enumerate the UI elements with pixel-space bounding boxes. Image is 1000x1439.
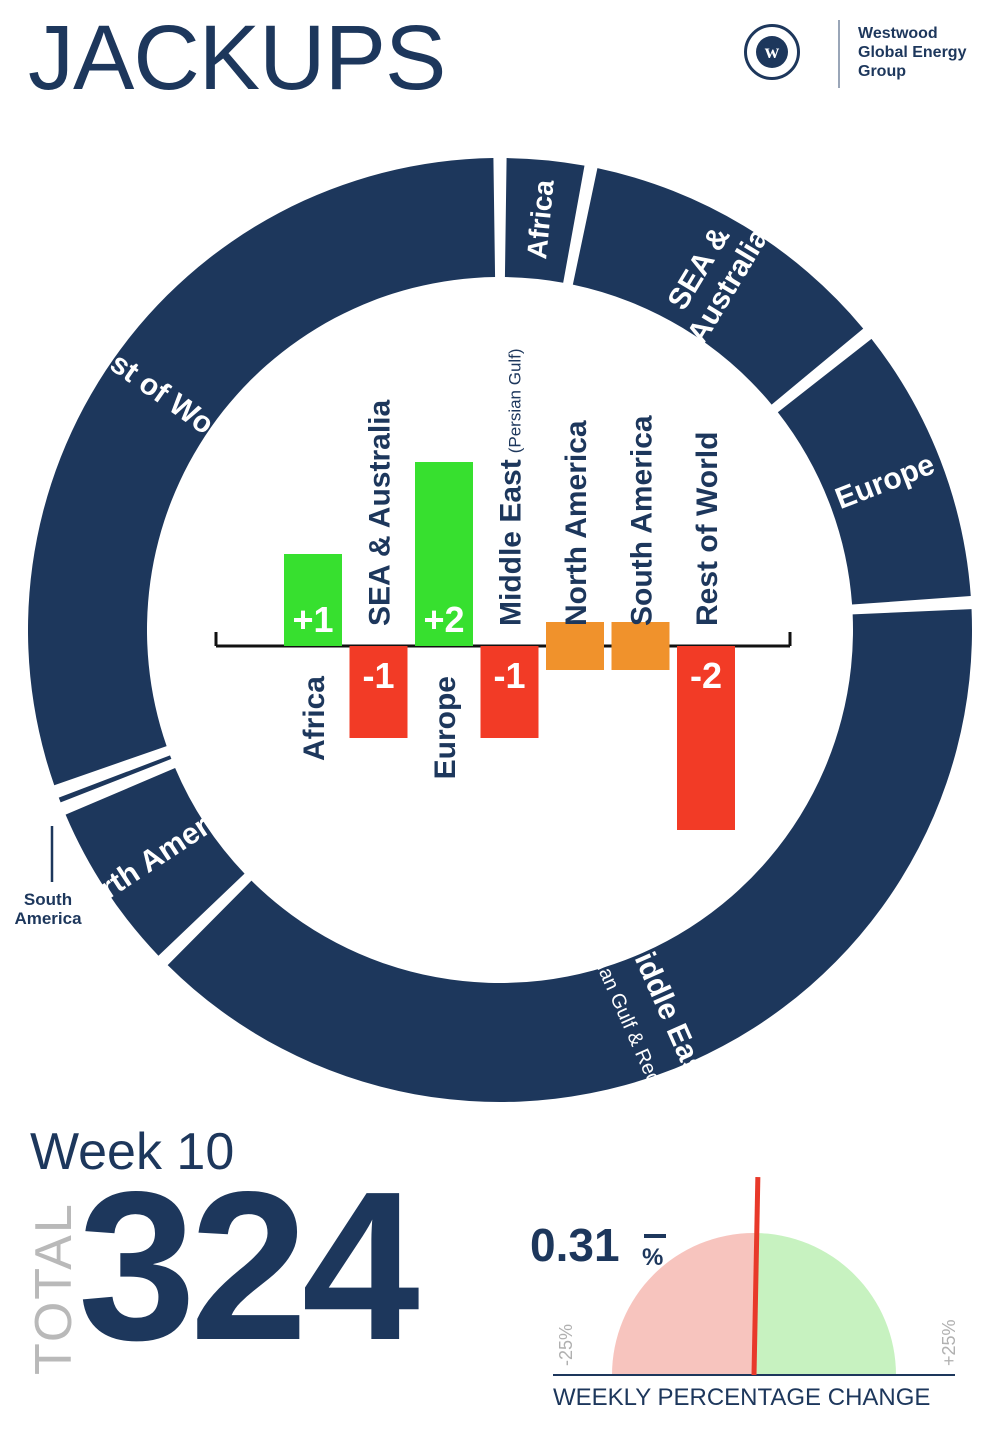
logo-wordmark: Westwood Global Energy Group	[858, 24, 966, 81]
donut-slice-south-america	[58, 755, 172, 803]
gauge-positive-half	[754, 1233, 896, 1375]
bar-value-label-sea-australia: -1	[362, 655, 394, 696]
bar-category-label-sea-australia: SEA & Australia	[364, 400, 397, 626]
bar-sea-australia	[349, 646, 408, 738]
bar-category-label-south-america: South America	[626, 415, 659, 626]
bar-north-america	[546, 622, 604, 670]
bar-value-label-europe: +2	[423, 599, 464, 640]
bar-europe	[415, 462, 473, 646]
donut-label-africa: Africa	[521, 178, 560, 260]
logo-line-3: Group	[858, 63, 906, 80]
gauge-max-label: +25%	[939, 1319, 959, 1366]
westwood-logo-icon: w	[744, 24, 800, 80]
week-label: Week 10	[30, 1123, 235, 1181]
bar-value-label-rest-of-world: -2	[690, 655, 722, 696]
donut-slice-middle-east	[167, 609, 972, 1102]
page-title: JACKUPS	[28, 7, 446, 109]
weekly-percentage-value: 0.31	[530, 1219, 620, 1271]
logo-mark-letter: w	[756, 36, 788, 68]
donut-slice-europe	[777, 338, 971, 605]
bar-value-label-middle-east: -1	[493, 655, 525, 696]
weekly-change-gauge: -25% +25%	[553, 1176, 959, 1376]
bar-category-note-middle-east: (Persian Gulf)	[506, 348, 525, 453]
bar-africa	[284, 554, 342, 646]
total-value: 324	[78, 1147, 420, 1384]
bar-south-america	[611, 622, 670, 670]
bar-category-label-rest-of-world: Rest of World	[691, 432, 724, 626]
donut-slice-sea-australia	[572, 168, 864, 405]
bar-value-label-africa: +1	[292, 599, 333, 640]
weekly-change-bar-chart: +1 Africa -1 SEA & Australia +2 Europe -1 Middl…	[214, 348, 792, 830]
donut-slice-rest-of-world	[28, 158, 496, 786]
bar-category-label-europe: Europe	[429, 676, 462, 779]
westwood-logo: w Westwood Global Energy Group	[744, 20, 984, 90]
donut-slice-africa	[504, 158, 585, 283]
total-label: TOTAL	[25, 1202, 83, 1375]
gauge-negative-half	[612, 1233, 754, 1375]
donut-slice-north-america	[65, 768, 245, 956]
gauge-caption: WEEKLY PERCENTAGE CHANGE	[553, 1384, 931, 1411]
logo-line-2: Global Energy	[858, 44, 967, 61]
logo-divider	[838, 20, 840, 88]
gauge-needle	[751, 1176, 761, 1376]
bar-rest-of-world	[677, 646, 735, 830]
weekly-percentage-sign: %	[642, 1244, 664, 1271]
south-america-external-label: South America	[14, 890, 82, 928]
logo-line-1: Westwood	[858, 25, 938, 42]
bar-category-label-middle-east: Middle East(Persian Gulf)	[495, 348, 528, 626]
bar-category-label-north-america: North America	[560, 420, 593, 626]
bar-category-label-africa: Africa	[298, 676, 331, 761]
bar-middle-east	[480, 646, 539, 738]
gauge-min-label: -25%	[556, 1324, 576, 1366]
